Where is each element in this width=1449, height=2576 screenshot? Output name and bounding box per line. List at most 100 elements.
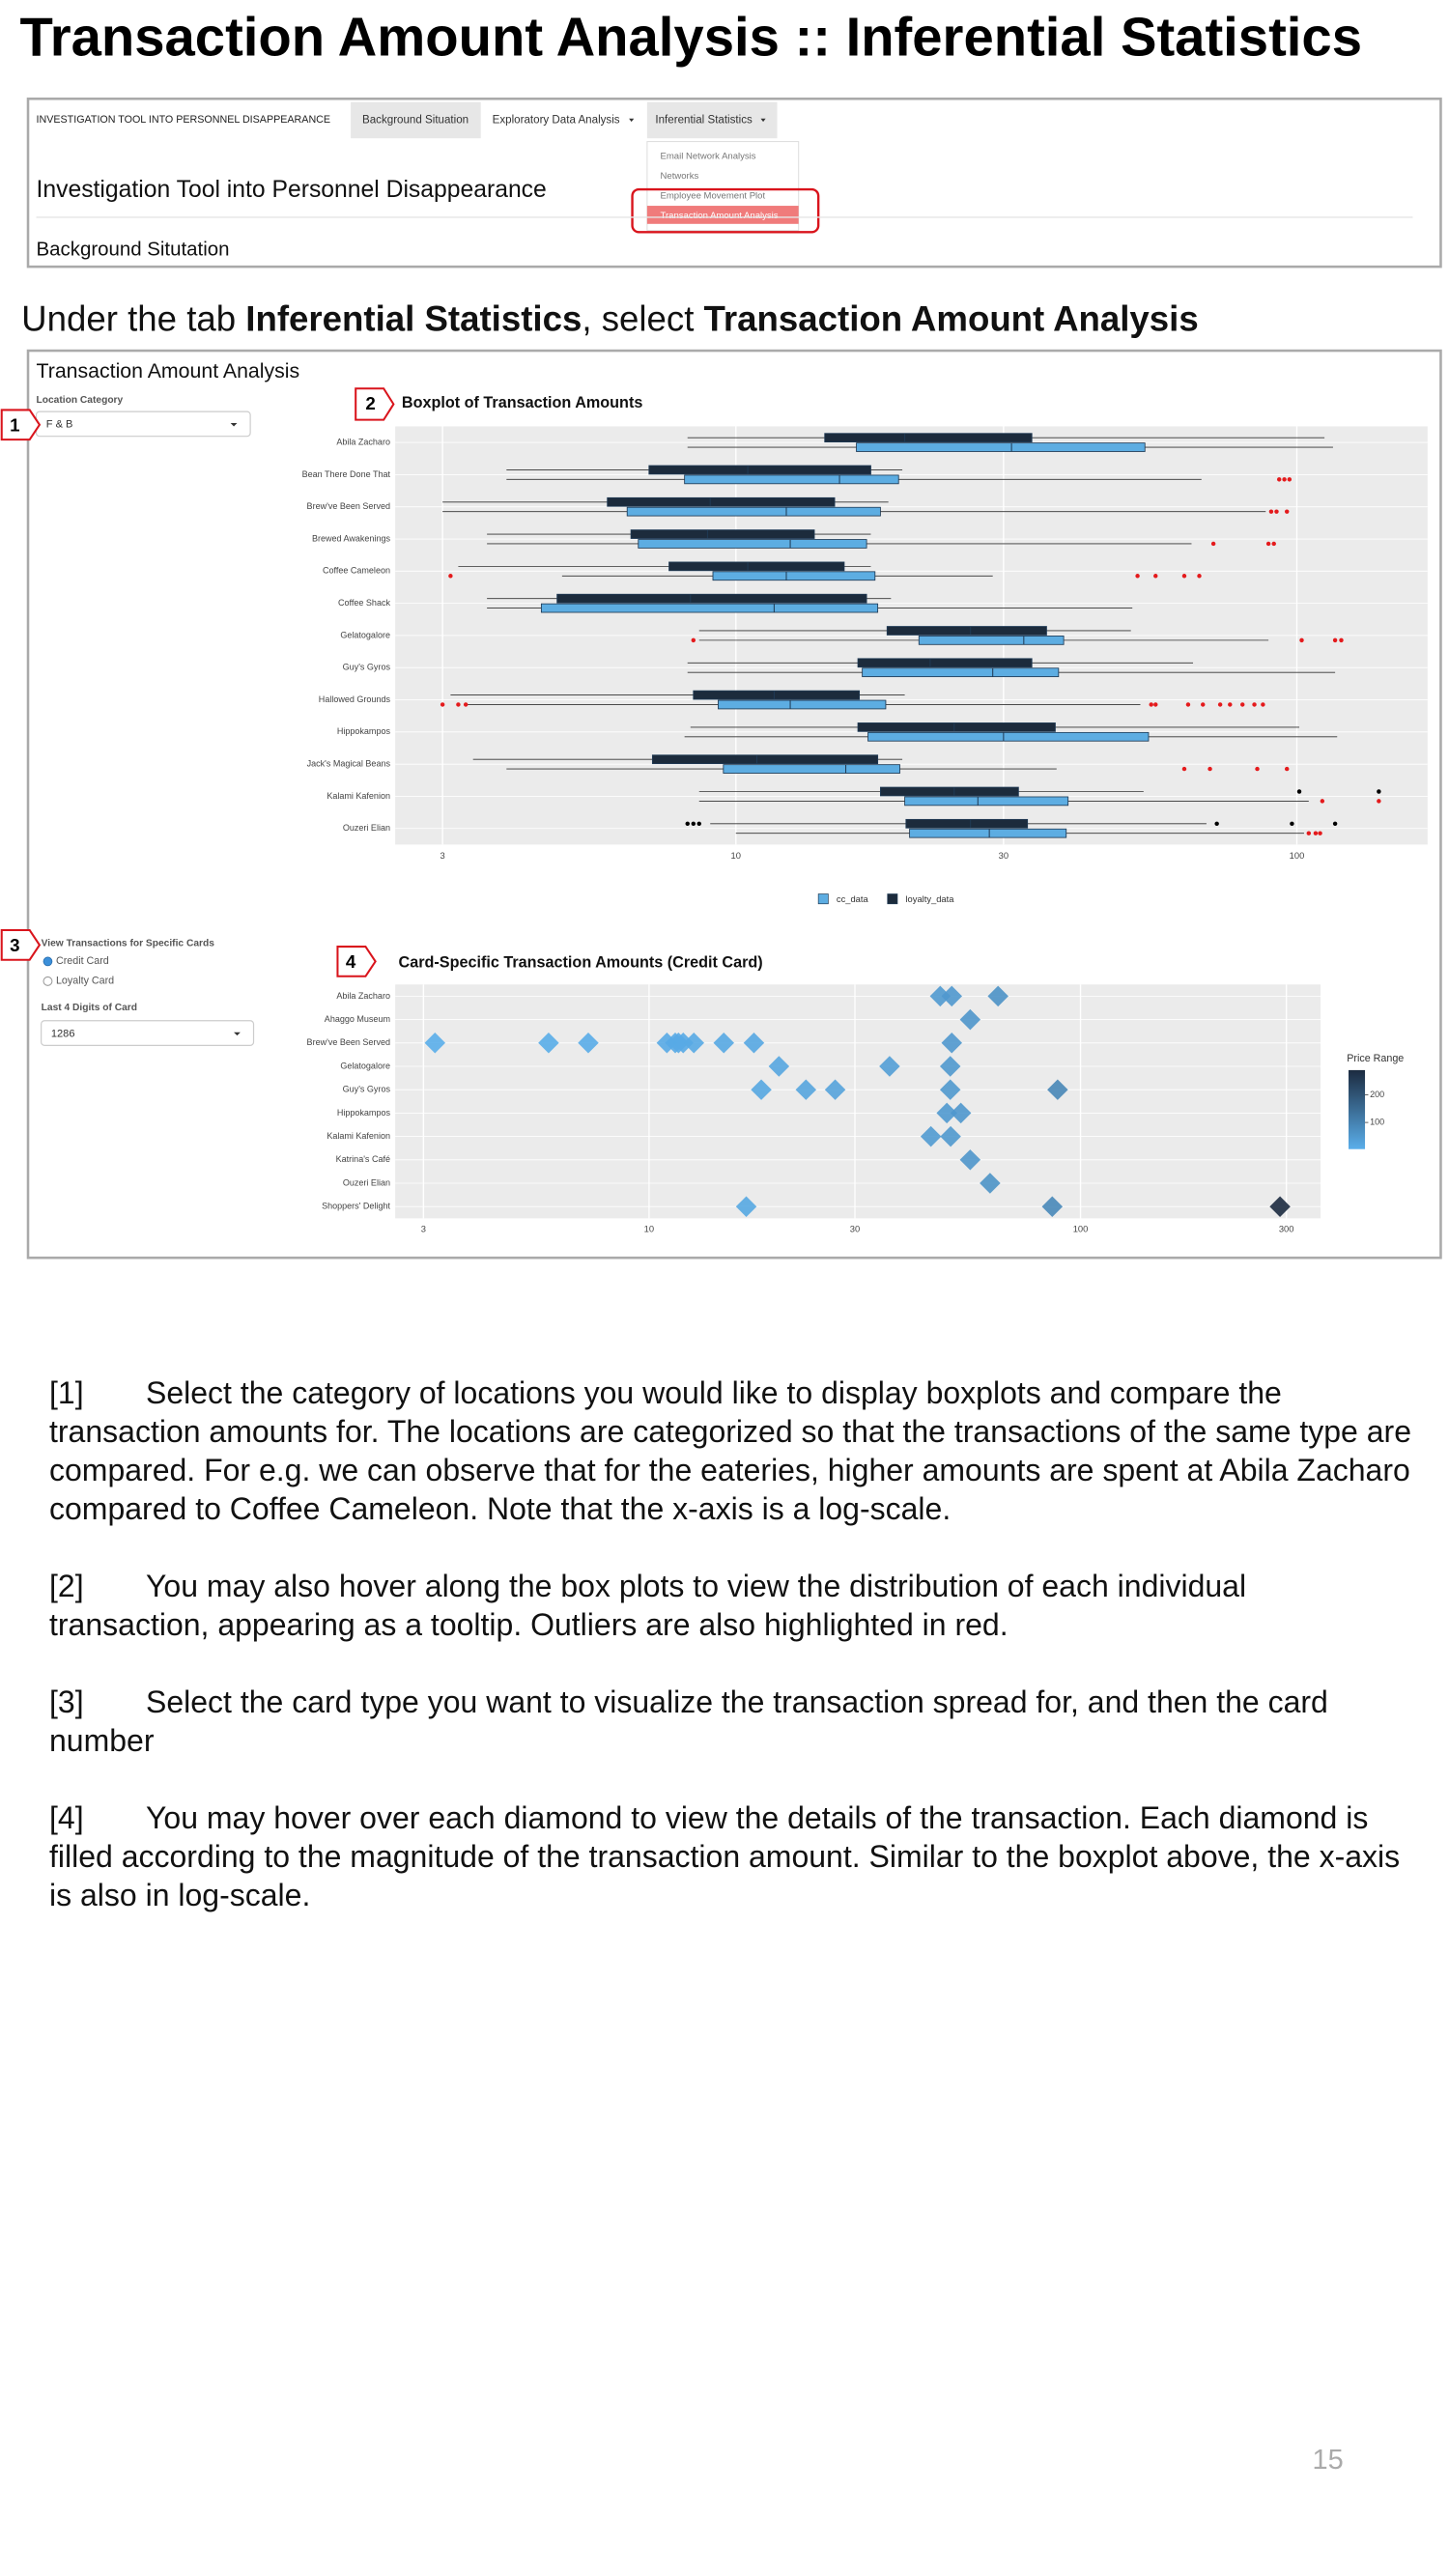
notes: [1] Select the category of locations you … <box>49 1373 1411 1953</box>
y-tick-label: Brew've Been Served <box>307 1037 390 1047</box>
box <box>607 496 836 507</box>
dropdown-item[interactable]: Employee Movement Plot <box>661 190 766 201</box>
nav-item[interactable]: Exploratory Data Analysis <box>493 114 620 126</box>
outlier <box>448 574 453 579</box>
outlier <box>1320 799 1325 804</box>
legend-label: cc_data <box>837 894 869 904</box>
callout-shape <box>0 929 42 961</box>
y-tick-label: Ahaggo Museum <box>325 1014 390 1024</box>
y-tick-label: Coffee Cameleon <box>323 566 390 576</box>
diamond <box>824 1079 846 1100</box>
outlier <box>1265 541 1271 547</box>
x-tick-label: 300 <box>1279 1225 1294 1234</box>
caret <box>230 423 238 427</box>
outlier <box>1153 574 1158 579</box>
box <box>718 699 887 710</box>
nav-item[interactable]: Inferential Statistics <box>655 114 753 126</box>
app-heading: Investigation Tool into Personnel Disapp… <box>37 177 547 203</box>
outlier <box>1261 702 1265 707</box>
outlier <box>440 702 445 707</box>
outlier <box>691 821 696 827</box>
note: [4] You may hover over each diamond to vi… <box>49 1798 1411 1914</box>
box <box>648 465 871 475</box>
outlier <box>1284 766 1290 772</box>
radio-label: Credit Card <box>56 955 109 967</box>
diamond <box>929 985 952 1007</box>
nav-item[interactable]: Background Situation <box>362 114 469 126</box>
outlier <box>1339 637 1344 643</box>
y-tick-label: Bean There Done That <box>302 469 391 479</box>
box <box>693 690 861 700</box>
x-tick-label: 3 <box>421 1225 426 1234</box>
note: [3] Select the card type you want to visu… <box>49 1683 1411 1760</box>
box <box>857 658 1033 668</box>
diamond <box>959 1008 981 1031</box>
callout-number: 4 <box>346 951 356 972</box>
x-tick-label: 10 <box>731 851 741 861</box>
instruction-text: Under the tab <box>21 298 245 338</box>
outlier <box>1271 541 1276 547</box>
box <box>556 593 867 604</box>
colorbar-title: Price Range <box>1347 1053 1404 1064</box>
page-title: Transaction Amount Analysis :: Inferenti… <box>19 6 1361 67</box>
x-tick-label: 100 <box>1073 1225 1089 1234</box>
box <box>626 506 881 517</box>
outlier <box>1268 509 1274 514</box>
y-tick-label: Gelatogalore <box>340 1061 390 1070</box>
radio-selected[interactable] <box>43 956 53 967</box>
select-value: F & B <box>46 419 73 431</box>
diamond <box>683 1033 705 1054</box>
callout-number: 2 <box>365 393 375 413</box>
y-tick-label: Hippokampos <box>337 1108 391 1118</box>
diamond <box>795 1079 817 1100</box>
callout-shape <box>0 409 42 441</box>
note: [2] You may also hover along the box plot… <box>49 1567 1411 1644</box>
box <box>886 626 1047 636</box>
diamond <box>713 1033 734 1054</box>
outlier <box>696 821 701 827</box>
y-tick-label: Shoppers' Delight <box>322 1202 390 1211</box>
box <box>651 754 879 765</box>
callout: 1 <box>0 409 42 441</box>
callout-shape <box>355 387 395 421</box>
diamond <box>672 1033 695 1054</box>
outlier <box>1217 702 1223 707</box>
callout-number: 3 <box>10 935 19 955</box>
diamond <box>980 1173 1001 1194</box>
outlier <box>1208 766 1212 772</box>
nav-brand: INVESTIGATION TOOL INTO PERSONNEL DISAPP… <box>37 114 331 126</box>
diamond <box>768 1056 790 1077</box>
chart-title: Card-Specific Transaction Amounts (Credi… <box>399 953 763 971</box>
outlier <box>1276 477 1282 482</box>
outlier <box>1377 799 1381 804</box>
plot-area <box>395 984 1321 1219</box>
select-box[interactable] <box>41 1020 255 1046</box>
box <box>867 731 1150 742</box>
diamond <box>1041 1196 1064 1217</box>
y-tick-label: Brewed Awakenings <box>312 533 391 543</box>
note-marker: [4] <box>49 1800 84 1835</box>
outlier <box>1149 702 1153 707</box>
x-tick-label: 30 <box>850 1225 860 1234</box>
dropdown-item[interactable]: Networks <box>661 171 699 182</box>
instruction-tab: Inferential Statistics <box>245 298 582 338</box>
x-tick-label: 10 <box>644 1225 654 1234</box>
input-label: Last 4 Digits of Card <box>42 1003 137 1013</box>
y-tick-label: Abila Zacharo <box>336 991 390 1001</box>
colorbar-tick-label: 200 <box>1370 1090 1384 1099</box>
colorbar-tick-label: 100 <box>1370 1118 1384 1127</box>
outlier <box>1377 789 1381 794</box>
box <box>540 603 879 613</box>
colorbar <box>1348 1069 1366 1149</box>
dropdown-item[interactable]: Transaction Amount Analysis <box>661 211 779 221</box>
diamond <box>751 1079 772 1100</box>
note-text: You may hover over each diamond to view … <box>49 1800 1401 1912</box>
y-tick-label: Hippokampos <box>337 726 391 736</box>
panel-title: Transaction Amount Analysis <box>37 359 300 382</box>
note-text: Select the category of locations you wou… <box>49 1375 1411 1526</box>
radio[interactable] <box>43 976 53 986</box>
outlier <box>1274 509 1279 514</box>
outlier <box>1313 831 1319 835</box>
dropdown-item[interactable]: Email Network Analysis <box>661 151 756 161</box>
select-value: 1286 <box>51 1028 75 1039</box>
